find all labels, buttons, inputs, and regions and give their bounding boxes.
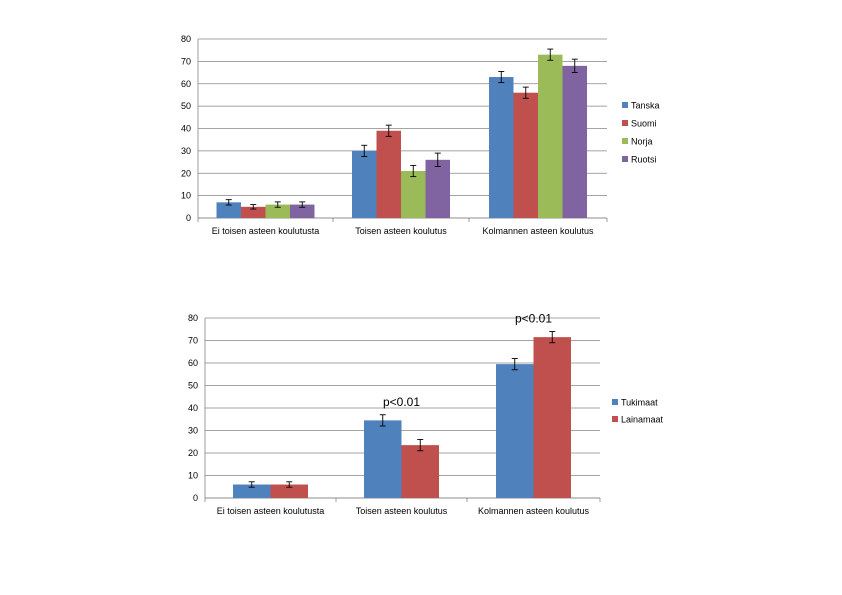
y-tick-label: 30: [188, 426, 198, 436]
legend-label: Tukimaat: [621, 398, 658, 408]
y-tick-label: 80: [188, 313, 198, 323]
bar-tanska: [352, 150, 377, 218]
significance-annotation: p<0.01: [383, 395, 420, 409]
y-tick-label: 20: [188, 448, 198, 458]
bar-tukimaat: [496, 364, 534, 498]
chart-2: 0 10 20 30 40 50 60 70 80 Ei toisen asteen koulut…: [188, 312, 664, 517]
y-tick-label: 60: [188, 358, 198, 368]
legend-label: Norja: [631, 137, 653, 147]
bar-tanska: [216, 202, 241, 218]
legend-swatch: [622, 138, 628, 144]
y-tick-label: 0: [186, 213, 191, 223]
y-tick-label: 10: [188, 471, 198, 481]
legend-label: Suomi: [631, 119, 657, 129]
bar-lainamaat: [401, 445, 439, 498]
y-tick-label: 60: [181, 79, 191, 89]
bar-suomi: [376, 130, 401, 218]
x-category-label: Kolmannen asteen koulutus: [482, 226, 594, 236]
legend-label: Tanska: [631, 101, 660, 111]
y-tick-label: 80: [181, 34, 191, 44]
bar-lainamaat: [270, 484, 308, 498]
bar-norja: [401, 171, 426, 218]
legend-swatch: [612, 416, 618, 422]
legend-label: Ruotsi: [631, 155, 657, 165]
x-category-label: Kolmannen asteen koulutus: [478, 506, 590, 516]
y-tick-label: 50: [188, 381, 198, 391]
bar-ruotsi: [562, 65, 587, 218]
y-tick-label: 70: [181, 56, 191, 66]
y-tick-label: 40: [181, 124, 191, 134]
y-tick-label: 70: [188, 336, 198, 346]
bar-ruotsi: [290, 204, 315, 218]
y-tick-label: 10: [181, 191, 191, 201]
legend-swatch: [622, 102, 628, 108]
bar-suomi: [513, 92, 538, 218]
bar-tukimaat: [233, 484, 271, 498]
legend-swatch: [622, 120, 628, 126]
y-tick-label: 30: [181, 146, 191, 156]
y-tick-label: 40: [188, 403, 198, 413]
x-category-label: Ei toisen asteen koulutusta: [212, 226, 320, 236]
legend-swatch: [612, 399, 618, 405]
significance-annotation: p<0.01: [515, 312, 552, 326]
x-category-label: Ei toisen asteen koulutusta: [217, 506, 325, 516]
bar-ruotsi: [425, 159, 450, 218]
legend-label: Lainamaat: [621, 415, 664, 425]
bar-lainamaat: [533, 337, 571, 498]
x-category-label: Toisen asteen koulutus: [355, 226, 447, 236]
bar-tukimaat: [364, 420, 402, 498]
y-tick-label: 50: [181, 101, 191, 111]
y-tick-label: 20: [181, 168, 191, 178]
bar-norja: [265, 204, 290, 218]
x-category-label: Toisen asteen koulutus: [356, 506, 448, 516]
chart-1: 0 10 20 30 40 50 60 70 80 Ei toisen asteen koulut…: [181, 34, 660, 236]
y-tick-label: 0: [193, 493, 198, 503]
bar-norja: [538, 54, 563, 218]
legend-swatch: [622, 156, 628, 162]
bar-tanska: [489, 77, 514, 218]
bar-suomi: [241, 206, 266, 218]
